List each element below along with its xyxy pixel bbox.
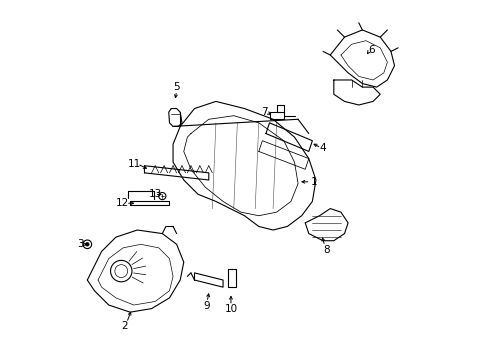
Text: 12: 12: [116, 198, 129, 208]
Text: 10: 10: [224, 304, 237, 314]
Text: 11: 11: [127, 159, 141, 169]
Text: 2: 2: [122, 321, 128, 332]
Text: 3: 3: [77, 239, 83, 249]
Text: 7: 7: [260, 107, 267, 117]
Text: 6: 6: [367, 45, 374, 55]
Text: 8: 8: [323, 245, 329, 255]
Circle shape: [85, 243, 89, 246]
Text: 1: 1: [310, 177, 317, 187]
Text: 13: 13: [149, 189, 162, 199]
Text: 4: 4: [319, 143, 325, 153]
Text: 5: 5: [173, 82, 180, 92]
Text: 9: 9: [203, 301, 209, 311]
